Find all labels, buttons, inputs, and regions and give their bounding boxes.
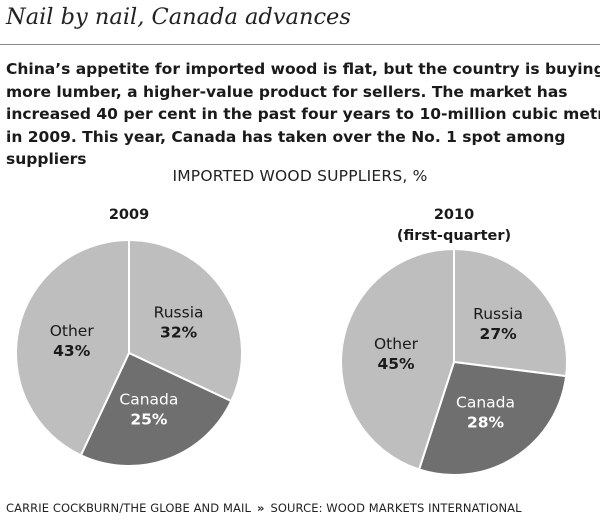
source-text: SOURCE: WOOD MARKETS INTERNATIONAL (270, 501, 521, 515)
slice-label: Canada (456, 394, 515, 412)
slice-label: Other (50, 322, 95, 340)
slice-value: 45% (377, 355, 415, 373)
slice-value: 27% (480, 325, 518, 343)
pie-chart-1: 2009 Russia 32% Canada 25% Other 43% (16, 207, 242, 466)
slice-label: Russia (473, 305, 523, 323)
separator-glyph: » (251, 501, 271, 515)
credit-line: CARRIE COCKBURN/THE GLOBE AND MAIL» SOURC… (6, 501, 522, 515)
pie-title: (first-quarter) (397, 228, 511, 244)
slice-label: Canada (119, 390, 178, 408)
slice-label: Other (374, 335, 419, 353)
slice-label: Russia (154, 304, 204, 322)
slice-value: 43% (53, 342, 91, 360)
slice-value: 25% (130, 410, 168, 428)
slice-value: 28% (467, 414, 505, 432)
pie-chart-2: 2010 (first-quarter) Russia 27% Canada 28% Oth… (341, 207, 567, 475)
slice-value: 32% (160, 324, 198, 342)
pie-title: 2009 (109, 207, 149, 223)
pie-title: 2010 (434, 207, 474, 223)
credit-text: CARRIE COCKBURN/THE GLOBE AND MAIL (6, 501, 251, 515)
